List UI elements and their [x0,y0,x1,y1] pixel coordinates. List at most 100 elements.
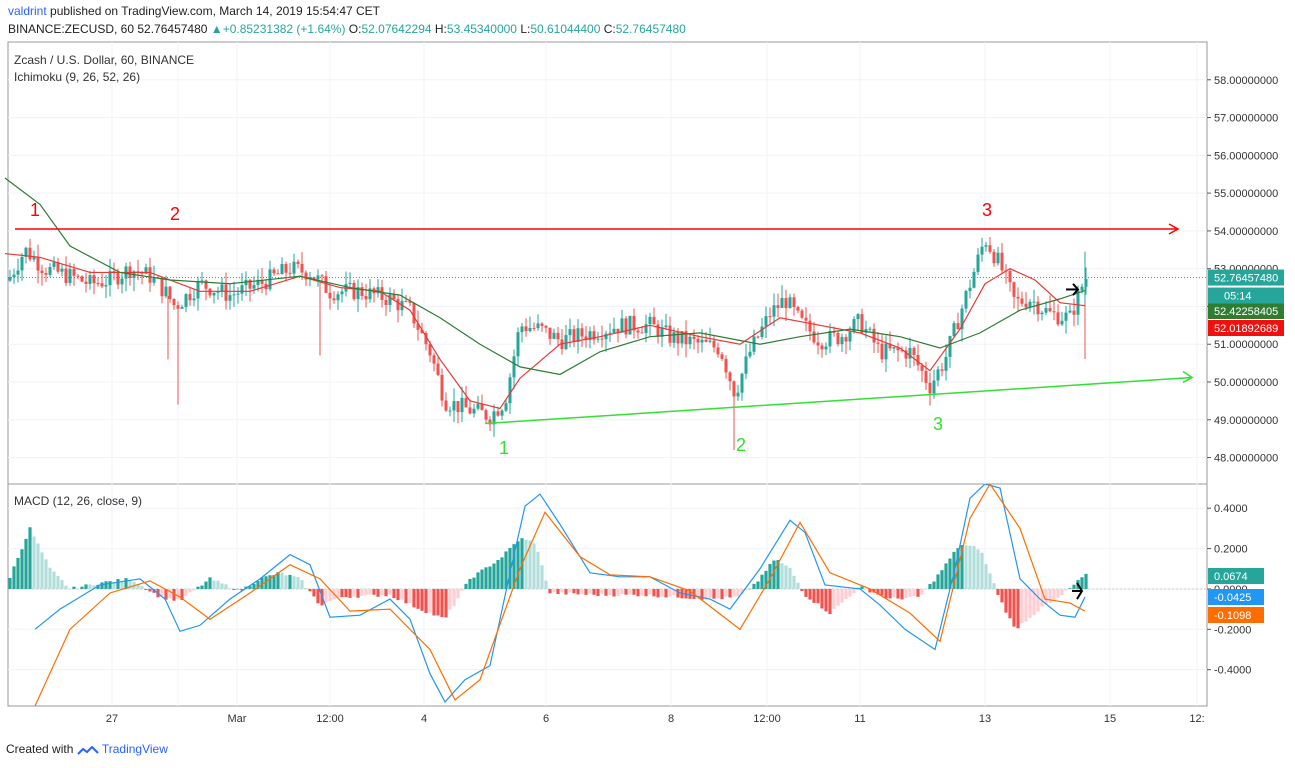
candle-body [508,377,512,404]
tradingview-brand[interactable]: TradingView [101,742,168,756]
candle-body [584,336,588,341]
candle-body [736,392,740,397]
candle-body [696,338,700,343]
candle-body [1080,286,1084,291]
candle-body [296,261,300,264]
symbol-line: BINANCE:ZECUSD, 60 [8,22,135,36]
macd-histogram-bar [736,588,740,597]
candle-body [892,346,896,349]
macd-histogram-bar [184,588,188,596]
macd-histogram-bar [732,588,736,597]
macd-histogram-bar [592,588,596,595]
candle-body [1068,310,1072,313]
macd-histogram-bar [412,588,416,608]
candle-body [580,328,584,337]
macd-histogram-bar [808,588,812,600]
candle-body [92,275,96,284]
macd-histogram-bar [48,567,52,589]
candle-body [140,272,144,274]
macd-histogram-bar [932,581,936,589]
candle-body [724,358,728,373]
candle-body [1044,308,1048,313]
macd-histogram-bar [644,588,648,597]
macd-histogram-bar [100,582,104,589]
candle-body [612,328,616,333]
candle-body [360,287,364,297]
candle-body [172,299,176,306]
price-grid [8,42,1207,706]
macd-histogram-bar [748,588,752,590]
candle-body [1028,301,1032,308]
candle-body [708,340,712,342]
candle-body [860,314,864,333]
candle-body [8,277,12,281]
candle-body [40,270,44,273]
macd-histogram-bar [604,588,608,596]
candle-body [180,306,184,309]
macd-histogram-bar [216,580,220,589]
macd-histogram-bar [756,581,760,589]
x-tick-label: 27 [106,713,118,725]
macd-histogram-bar [476,572,480,589]
axis-labels: 58.00000000 57.00000000 56.00000000 55.0000… [106,75,1278,725]
candle-body [16,270,20,275]
macd-histogram-bar [364,588,368,596]
candle-body [420,329,424,333]
candle-body [368,288,372,300]
candle-body [44,272,48,275]
macd-histogram-bar [988,573,992,589]
macd-histogram-bar [204,581,208,589]
candle-body [752,336,756,352]
macd-histogram-bar [772,560,776,589]
macd-histogram-bar [140,586,144,589]
macd-histogram-bar [124,578,128,589]
candle-body [740,373,744,393]
open-value: 52.07642294 [361,22,432,36]
macd-histogram-bar [68,588,72,590]
candle-body [104,285,108,287]
candle-body [988,245,992,252]
candle-body [664,325,668,328]
candle-body [844,337,848,342]
candle-body [792,297,796,308]
candle-body [884,343,888,360]
macd-histogram-bar [312,588,316,597]
macd-histogram-bar [948,558,952,589]
macd-histogram-bar [572,588,576,594]
macd-histogram-bar [536,551,540,589]
macd-histogram-bar [1004,588,1008,613]
macd-histogram-bar [1024,588,1028,622]
macd-histogram-bar [920,588,924,595]
macd-histogram-bar [1080,577,1084,589]
macd-tag: -0.0425 [1214,592,1251,604]
candle-body [516,332,520,357]
macd-histogram-bar [712,588,716,599]
candle-body [416,323,420,330]
arrow-icon [1072,283,1080,296]
candle-body [456,401,460,413]
macd-histogram-bar [568,588,572,593]
macd-histogram-bar [880,588,884,596]
candle-body [996,252,1000,264]
macd-histogram-bar [768,564,772,589]
countdown-bg [1208,287,1284,304]
candle-body [788,297,792,309]
macd-histogram-bar [64,585,68,589]
macd-histogram-bar [904,588,908,599]
price-tick-label: 51.00000000 [1214,339,1278,351]
candle-body [164,286,168,297]
candle-body [116,273,120,285]
author-link[interactable]: valdrint [8,4,47,18]
price-pane-title: Zcash / U.S. Dollar, 60, BINANCE [14,53,194,67]
macd-histogram-bar [972,546,976,589]
macd-histogram-bar [388,588,392,595]
candle-body [588,331,592,341]
macd-histogram-bar [464,583,468,589]
candle-body [952,323,956,337]
support-touch-label: 3 [933,414,943,434]
candle-body [796,307,800,311]
macd-histogram-bar [824,588,828,612]
macd-histogram-bar [996,588,1000,595]
candle-body [380,287,384,300]
